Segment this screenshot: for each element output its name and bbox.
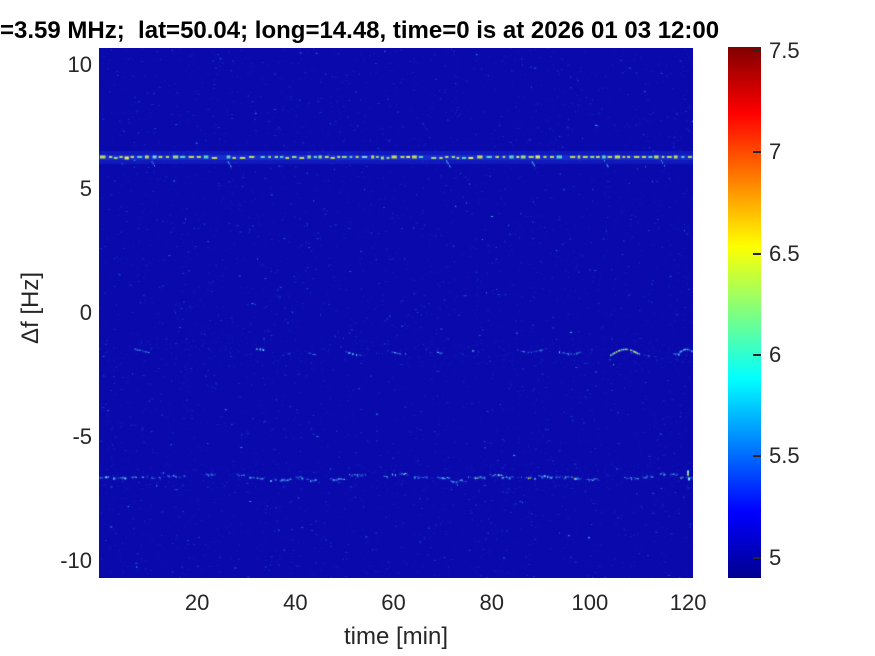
x-tick-label: 20	[184, 590, 210, 615]
y-tick-label: 10	[67, 52, 92, 78]
y-tick-label: 0	[79, 300, 92, 325]
colorbar-tick-label: 7	[769, 139, 782, 165]
colorbar-tick-label: 6.5	[769, 240, 800, 266]
colorbar-tick-label: 5.5	[769, 443, 800, 469]
colorbar-tick-label: 7.5	[769, 38, 800, 64]
colorbar-tick-label: 6	[769, 342, 782, 368]
y-axis-label: Δf [Hz]	[17, 271, 44, 345]
x-tick-label: 120	[669, 590, 707, 615]
x-tick-label: 60	[381, 590, 406, 615]
y-tick-label: -10	[60, 547, 92, 573]
figure-title: =3.59 MHz; lat=50.04; long=14.48, time=0…	[0, 17, 720, 44]
colorbar	[728, 47, 761, 578]
colorbar-tick-mark	[753, 354, 761, 357]
x-tick-label: 40	[283, 590, 308, 615]
colorbar-tick-label: 5	[769, 544, 782, 570]
x-tick-label: 80	[479, 590, 504, 615]
spectrogram-heatmap	[99, 48, 693, 578]
y-tick-label: -5	[72, 423, 92, 449]
colorbar-tick-mark	[753, 151, 761, 154]
colorbar-tick-mark	[753, 50, 761, 53]
colorbar-tick-mark	[753, 556, 761, 559]
colorbar-tick-mark	[753, 252, 761, 255]
y-tick-label: 5	[79, 176, 92, 202]
colorbar-tick-mark	[753, 455, 761, 458]
x-tick-label: 100	[571, 590, 609, 615]
x-axis-label: time [min]	[343, 623, 449, 650]
